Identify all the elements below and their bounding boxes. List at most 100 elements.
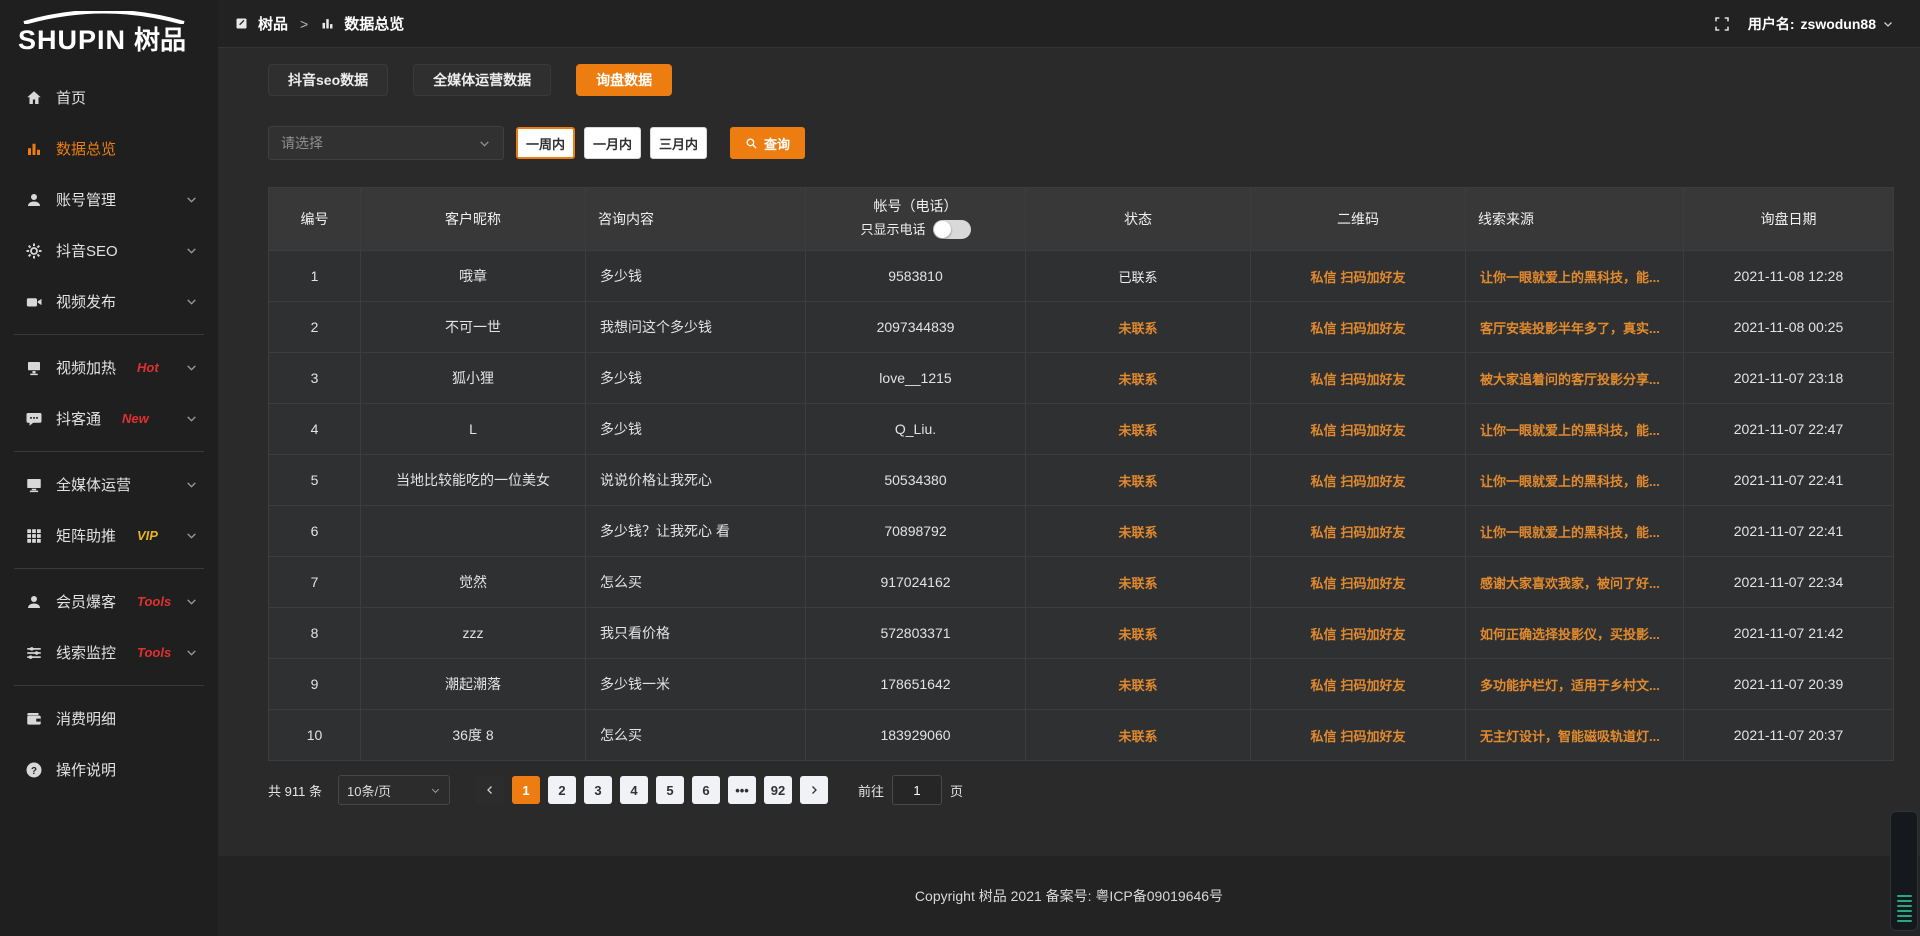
logo-text-cn: 树品: [134, 25, 187, 55]
breadcrumb-item-home[interactable]: 树品: [258, 16, 289, 33]
floating-widget[interactable]: [1890, 811, 1918, 931]
qr-link[interactable]: 扫码加好友: [1340, 677, 1406, 693]
cell-content: 多少钱: [585, 250, 806, 302]
column-header: 客户昵称: [360, 187, 586, 251]
chevron-down-icon: [185, 295, 198, 308]
source-link[interactable]: 让你一眼就爱上的黑科技，能...: [1480, 473, 1660, 489]
source-link[interactable]: 无主灯设计，智能磁吸轨道灯...: [1480, 728, 1660, 744]
svg-text:?: ?: [31, 765, 37, 776]
qr-link[interactable]: 私信: [1310, 524, 1337, 540]
source-link[interactable]: 多功能护栏灯，适用于乡村文...: [1480, 677, 1660, 693]
qr-link[interactable]: 扫码加好友: [1340, 422, 1406, 438]
qr-link[interactable]: 私信: [1310, 371, 1337, 387]
page-size-select[interactable]: 10条/页: [338, 775, 451, 805]
user-menu[interactable]: 用户名: zswodun88: [1748, 14, 1894, 34]
sidebar-item-operation-guide[interactable]: ? 操作说明: [0, 744, 218, 795]
qr-link[interactable]: 私信: [1310, 473, 1337, 489]
phone-only-toggle[interactable]: [932, 220, 971, 240]
goto-page: 前往 页: [858, 775, 963, 805]
qr-link[interactable]: 扫码加好友: [1340, 473, 1406, 489]
source-link[interactable]: 被大家追着问的客厅投影分享...: [1480, 371, 1660, 387]
pagination-total: 共 911 条: [268, 783, 323, 799]
page-button-1[interactable]: 1: [512, 776, 541, 804]
fullscreen-icon[interactable]: [1714, 16, 1730, 32]
sidebar-item-all-media-operation[interactable]: 全媒体运营: [0, 459, 218, 510]
qr-link[interactable]: 私信: [1310, 626, 1337, 642]
cell-date: 2021-11-08 12:28: [1683, 250, 1894, 302]
search-button-label: 查询: [764, 136, 791, 152]
qr-link[interactable]: 私信: [1310, 422, 1337, 438]
qr-link[interactable]: 私信: [1310, 575, 1337, 591]
cell-status: 未联系: [1025, 607, 1251, 659]
topbar-right: 用户名: zswodun88: [1714, 14, 1894, 34]
sidebar-item-video-heating[interactable]: 视频加热 Hot: [0, 342, 218, 393]
qr-link[interactable]: 私信: [1310, 677, 1337, 693]
cell-account: 178651642: [805, 658, 1026, 710]
goto-page-input[interactable]: [892, 775, 943, 805]
tab-douyin-seo-data[interactable]: 抖音seo数据: [268, 64, 389, 96]
source-link[interactable]: 让你一眼就爱上的黑科技，能...: [1480, 524, 1660, 540]
tab-inquiry-data[interactable]: 询盘数据: [576, 64, 673, 96]
source-link[interactable]: 如何正确选择投影仪，买投影...: [1480, 626, 1660, 642]
page-button-5[interactable]: 5: [656, 776, 685, 804]
source-link[interactable]: 让你一眼就爱上的黑科技，能...: [1480, 269, 1660, 285]
qr-link[interactable]: 私信: [1310, 320, 1337, 336]
sidebar-item-consumption-details[interactable]: 消费明细: [0, 693, 218, 744]
tab-bar: 抖音seo数据 全媒体运营数据 询盘数据: [268, 64, 1893, 96]
qr-link[interactable]: 私信: [1310, 728, 1337, 744]
column-header: 编号: [268, 187, 361, 251]
cell-no: 2: [268, 301, 361, 353]
qr-link[interactable]: 扫码加好友: [1340, 371, 1406, 387]
search-button[interactable]: 查询: [730, 127, 806, 159]
chevron-down-icon: [478, 137, 491, 150]
user-icon: [25, 191, 43, 209]
sidebar-item-clue-monitor[interactable]: 线索监控 Tools: [0, 627, 218, 678]
page-ellipsis-button[interactable]: •••: [728, 776, 757, 804]
qr-link[interactable]: 扫码加好友: [1340, 728, 1406, 744]
goto-suffix: 页: [950, 783, 964, 799]
sidebar-item-home[interactable]: 首页: [0, 72, 218, 123]
cell-content: 我只看价格: [585, 607, 806, 659]
qr-link[interactable]: 扫码加好友: [1340, 575, 1406, 591]
sidebar-item-douyin-seo[interactable]: 抖音SEO: [0, 225, 218, 276]
sidebar-item-douketong[interactable]: 抖客通 New: [0, 393, 218, 444]
cell-status: 未联系: [1025, 709, 1251, 761]
cell-nickname: zzz: [360, 607, 586, 659]
page-button-4[interactable]: 4: [620, 776, 649, 804]
prev-page-button[interactable]: [476, 776, 505, 804]
range-button-1[interactable]: 一月内: [584, 127, 642, 159]
sidebar-item-data-overview[interactable]: 数据总览: [0, 123, 218, 174]
cell-source: 让你一眼就爱上的黑科技，能...: [1465, 505, 1684, 557]
page-button-2[interactable]: 2: [548, 776, 577, 804]
sidebar-item-account-management[interactable]: 账号管理: [0, 174, 218, 225]
source-link[interactable]: 感谢大家喜欢我家，被问了好...: [1480, 575, 1660, 591]
qr-link[interactable]: 扫码加好友: [1340, 524, 1406, 540]
page-buttons: 1 2 3 4 5 6 ••• 92: [512, 776, 793, 804]
status-badge: 未联系: [1118, 728, 1158, 744]
tab-media-operation-data[interactable]: 全媒体运营数据: [413, 64, 552, 96]
topbar: 树品 > 数据总览 用户名: zswodun88: [218, 0, 1920, 48]
qr-link[interactable]: 私信: [1310, 269, 1337, 285]
total-count: 911: [284, 783, 306, 799]
range-button-0[interactable]: 一周内: [516, 127, 576, 159]
sidebar-item-video-publish[interactable]: 视频发布: [0, 276, 218, 327]
qr-link[interactable]: 扫码加好友: [1340, 320, 1406, 336]
cell-account: 572803371: [805, 607, 1026, 659]
cell-qrcode: 私信 扫码加好友: [1250, 556, 1466, 608]
qr-link[interactable]: 扫码加好友: [1340, 626, 1406, 642]
source-link[interactable]: 让你一眼就爱上的黑科技，能...: [1480, 422, 1660, 438]
brand-logo: SHUPIN 树品: [0, 0, 218, 62]
page-button-92[interactable]: 92: [764, 776, 793, 804]
source-link[interactable]: 客厅安装投影半年多了，真实...: [1480, 320, 1660, 336]
next-page-button[interactable]: [800, 776, 829, 804]
page-button-3[interactable]: 3: [584, 776, 613, 804]
sidebar-item-member-baoke[interactable]: 会员爆客 Tools: [0, 576, 218, 627]
cell-nickname: 36度 8: [360, 709, 586, 761]
sidebar-item-matrix-boost[interactable]: 矩阵助推 VIP: [0, 510, 218, 561]
range-button-2[interactable]: 三月内: [650, 127, 708, 159]
goto-label: 前往: [858, 783, 885, 799]
page-button-6[interactable]: 6: [692, 776, 721, 804]
filter-select[interactable]: 请选择: [268, 126, 504, 160]
qr-link[interactable]: 扫码加好友: [1340, 269, 1406, 285]
chevron-down-icon: [1884, 21, 1892, 27]
